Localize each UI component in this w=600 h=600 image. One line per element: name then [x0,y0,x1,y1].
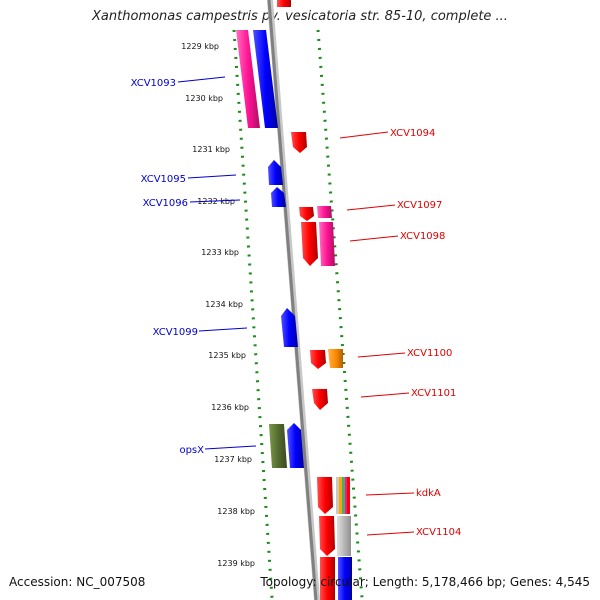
gene-label-reverse[interactable]: XCV1099 [153,327,198,338]
ruler-label: 1230 kbp [185,94,223,103]
gene-feature[interactable] [312,389,328,410]
gene-label-forward[interactable]: XCV1104 [416,527,461,538]
ruler-label: 1234 kbp [205,300,243,309]
ruler-label: 1232 kbp [197,197,235,206]
ruler-label: 1235 kbp [208,351,246,360]
gene-label-forward[interactable]: XCV1100 [407,348,452,359]
gene-feature[interactable] [342,477,345,514]
gene-feature[interactable] [319,222,335,266]
gene-feature[interactable] [320,557,335,600]
gene-feature[interactable] [291,132,307,153]
gene-label-reverse[interactable]: XCV1093 [131,78,176,89]
gene-feature[interactable] [281,308,298,347]
gene-label-reverse[interactable]: opsX [179,445,204,456]
gene-label-forward[interactable]: XCV1097 [397,200,442,211]
ruler-labels: 1229 kbp 1230 kbp 1231 kbp 1232 kbp 1233… [181,42,255,568]
ruler-label: 1239 kbp [217,559,255,568]
gene-label-reverse[interactable]: XCV1095 [141,174,186,185]
ruler-label: 1229 kbp [181,42,219,51]
gene-feature-blue[interactable] [253,30,278,128]
ruler-label: 1236 kbp [211,403,249,412]
gene-feature-pink[interactable] [236,30,260,128]
gene-label-forward[interactable]: kdkA [416,488,441,499]
map-title: Xanthomonas campestris pv. vesicatoria s… [92,9,508,24]
gene-feature[interactable] [347,477,350,514]
gene-feature[interactable] [277,0,291,7]
gene-feature[interactable] [269,424,287,468]
gene-feature[interactable] [268,160,283,185]
gene-feature[interactable] [319,516,335,556]
ruler-label: 1231 kbp [192,145,230,154]
gene-feature[interactable] [287,423,304,468]
gene-feature[interactable] [337,516,351,556]
gene-feature[interactable] [339,477,342,514]
gene-feature[interactable] [301,222,318,266]
gene-feature[interactable] [299,207,314,221]
gene-feature[interactable] [345,477,347,514]
ruler-label: 1233 kbp [201,248,239,257]
gene-feature[interactable] [338,557,352,600]
ruler-label: 1237 kbp [214,455,252,464]
forward-label-leaders [339,131,415,536]
gene-feature[interactable] [317,206,332,218]
gene-label-forward[interactable]: XCV1098 [400,231,445,242]
gene-feature[interactable] [336,477,339,514]
gene-feature[interactable] [317,477,333,514]
gene-label-forward[interactable]: XCV1094 [390,128,435,139]
reverse-label-leaders [177,76,257,450]
gene-label-reverse[interactable]: XCV1096 [143,198,188,209]
ruler-label: 1238 kbp [217,507,255,516]
gene-label-forward[interactable]: XCV1101 [411,388,456,399]
backbone [267,0,318,600]
accession-text: Accession: NC_007508 [9,575,146,589]
gene-feature[interactable] [328,349,343,368]
gene-feature[interactable] [310,350,326,369]
gene-feature[interactable] [271,187,286,207]
topology-text: Topology: circular; Length: 5,178,466 bp… [260,575,590,589]
